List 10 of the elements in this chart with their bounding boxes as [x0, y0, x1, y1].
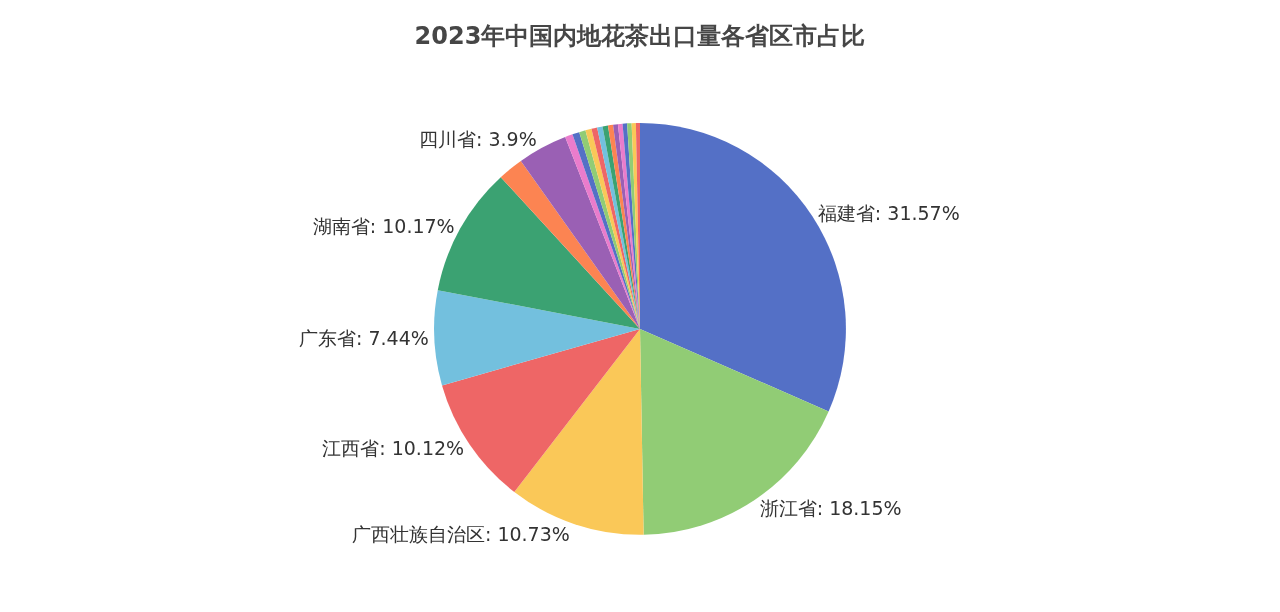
slice-label: 广东省: 7.44%	[298, 327, 429, 350]
slice-label: 广西壮族自治区: 10.73%	[351, 523, 570, 546]
slice-label: 福建省: 31.57%	[817, 201, 960, 224]
slice-label: 浙江省: 18.15%	[759, 496, 902, 519]
pie-slice	[640, 328, 829, 535]
pie-slice	[434, 290, 640, 386]
slice-label: 湖南省: 10.17%	[312, 214, 455, 237]
chart-title: 2023年中国内地花茶出口量各省区市占比	[414, 22, 866, 51]
slice-label: 江西省: 10.12%	[322, 436, 465, 459]
slice-label: 四川省: 3.9%	[419, 128, 537, 151]
